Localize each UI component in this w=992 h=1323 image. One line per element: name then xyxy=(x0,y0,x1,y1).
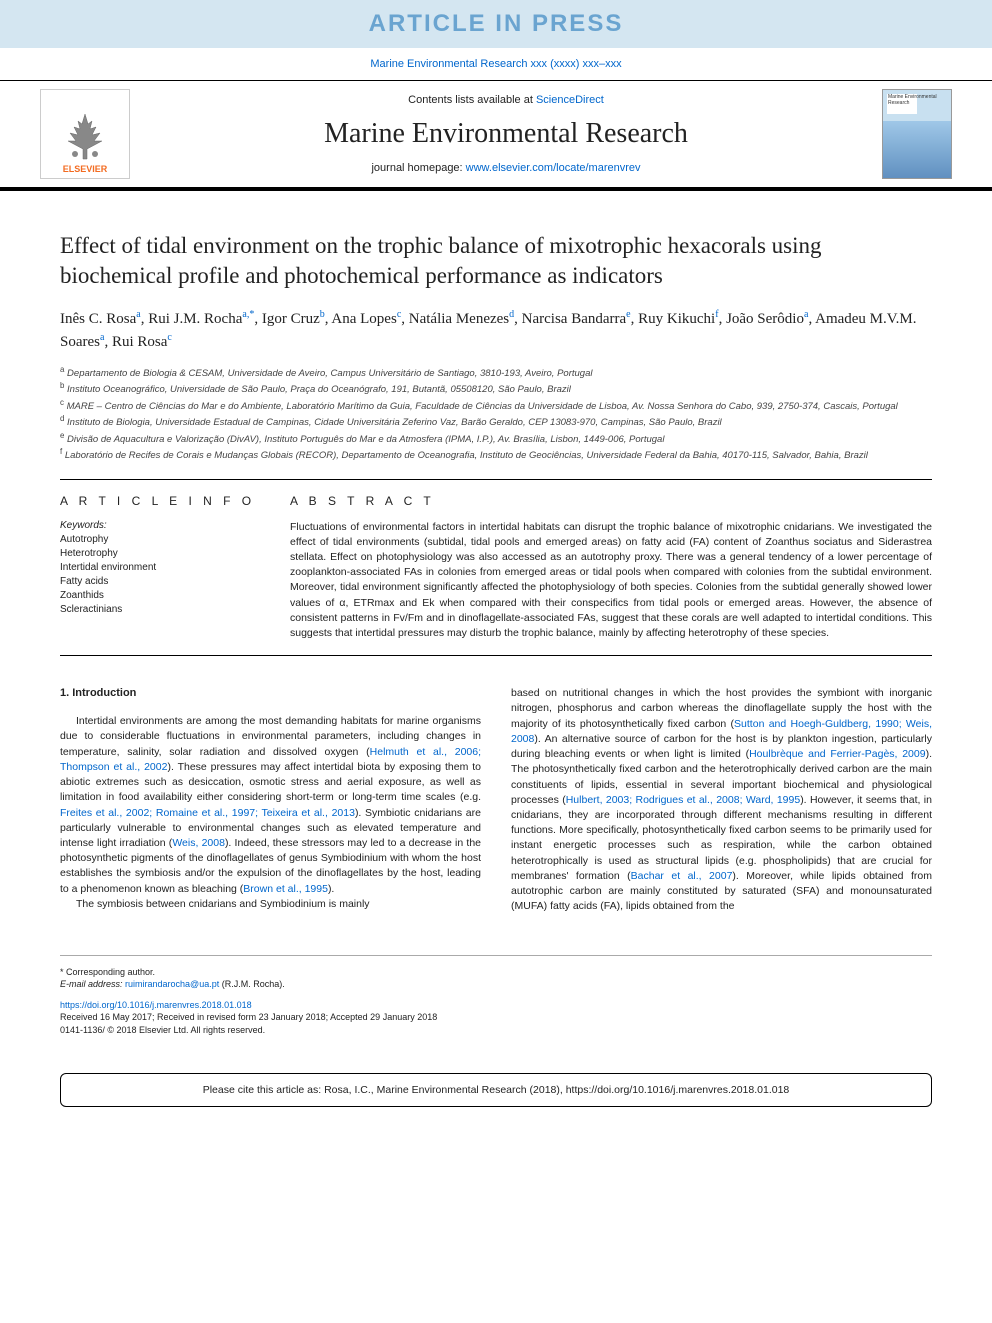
keywords-label: Keywords: xyxy=(60,520,260,531)
corresponding-author: * Corresponding author. xyxy=(60,966,932,979)
info-abstract-row: A R T I C L E I N F O Keywords: Autotrop… xyxy=(60,479,932,657)
copyright-line: 0141-1136/ © 2018 Elsevier Ltd. All righ… xyxy=(60,1024,932,1037)
t: ). xyxy=(328,883,334,895)
received-line: Received 16 May 2017; Received in revise… xyxy=(60,1011,932,1024)
keywords-list: AutotrophyHeterotrophyIntertidal environ… xyxy=(60,533,260,617)
body-col-left: 1. Introduction Intertidal environments … xyxy=(60,686,481,914)
article-in-press-banner: ARTICLE IN PRESS xyxy=(0,0,992,48)
body-col-right: based on nutritional changes in which th… xyxy=(511,686,932,914)
journal-ref-link[interactable]: Marine Environmental Research xxx (xxxx)… xyxy=(370,58,621,70)
ref-link[interactable]: Bachar et al., 2007 xyxy=(631,870,733,882)
homepage-link[interactable]: www.elsevier.com/locate/marenvrev xyxy=(466,162,641,174)
cover-label: Marine Environmental Research xyxy=(888,95,951,106)
doi-line: https://doi.org/10.1016/j.marenvres.2018… xyxy=(60,999,932,1012)
header-center: Contents lists available at ScienceDirec… xyxy=(146,94,866,174)
article-footer: * Corresponding author. E-mail address: … xyxy=(60,955,932,1057)
section-heading-intro: 1. Introduction xyxy=(60,686,481,702)
ref-link[interactable]: Freites et al., 2002; Romaine et al., 19… xyxy=(60,807,355,819)
journal-reference-line: Marine Environmental Research xxx (xxxx)… xyxy=(0,48,992,80)
t: ). However, it seems that, in cnidarians… xyxy=(511,794,932,882)
journal-cover-thumbnail[interactable]: Marine Environmental Research xyxy=(882,89,952,179)
elsevier-logo[interactable]: ELSEVIER xyxy=(40,89,130,179)
elsevier-label: ELSEVIER xyxy=(63,164,108,174)
abstract-text: Fluctuations of environmental factors in… xyxy=(290,520,932,642)
doi-link[interactable]: https://doi.org/10.1016/j.marenvres.2018… xyxy=(60,1000,252,1010)
contents-pre: Contents lists available at xyxy=(408,94,536,106)
intro-para-2: The symbiosis between cnidarians and Sym… xyxy=(60,897,481,912)
journal-header: ELSEVIER Contents lists available at Sci… xyxy=(0,80,992,191)
abstract-label: A B S T R A C T xyxy=(290,494,932,508)
ref-link[interactable]: Houlbrèque and Ferrier-Pagès, 2009 xyxy=(749,748,925,760)
homepage-line: journal homepage: www.elsevier.com/locat… xyxy=(146,162,866,174)
affiliations: a Departamento de Biologia & CESAM, Univ… xyxy=(60,364,932,463)
intro-para-1: Intertidal environments are among the mo… xyxy=(60,714,481,897)
article-info-label: A R T I C L E I N F O xyxy=(60,494,260,508)
homepage-pre: journal homepage: xyxy=(371,162,465,174)
email-line: E-mail address: ruimirandarocha@ua.pt (R… xyxy=(60,978,932,991)
body-columns: 1. Introduction Intertidal environments … xyxy=(60,686,932,914)
article-info-column: A R T I C L E I N F O Keywords: Autotrop… xyxy=(60,494,260,642)
t: The symbiosis between cnidarians and Sym… xyxy=(76,898,370,910)
email-link[interactable]: ruimirandarocha@ua.pt xyxy=(125,979,219,989)
journal-title: Marine Environmental Research xyxy=(146,118,866,150)
article-title: Effect of tidal environment on the troph… xyxy=(60,231,932,291)
author-list: Inês C. Rosaa, Rui J.M. Rochaa,*, Igor C… xyxy=(60,307,932,354)
contents-line: Contents lists available at ScienceDirec… xyxy=(146,94,866,106)
intro-para-2-cont: based on nutritional changes in which th… xyxy=(511,686,932,914)
sciencedirect-link[interactable]: ScienceDirect xyxy=(536,94,604,106)
ref-link[interactable]: Weis, 2008 xyxy=(172,837,225,849)
email-name: (R.J.M. Rocha). xyxy=(219,979,285,989)
ref-link[interactable]: Hulbert, 2003; Rodrigues et al., 2008; W… xyxy=(566,794,800,806)
elsevier-tree-icon xyxy=(60,109,110,164)
ref-link[interactable]: Brown et al., 1995 xyxy=(243,883,328,895)
article-body: Effect of tidal environment on the troph… xyxy=(0,191,992,935)
citation-box: Please cite this article as: Rosa, I.C.,… xyxy=(60,1073,932,1107)
email-label: E-mail address: xyxy=(60,979,125,989)
abstract-column: A B S T R A C T Fluctuations of environm… xyxy=(290,494,932,642)
